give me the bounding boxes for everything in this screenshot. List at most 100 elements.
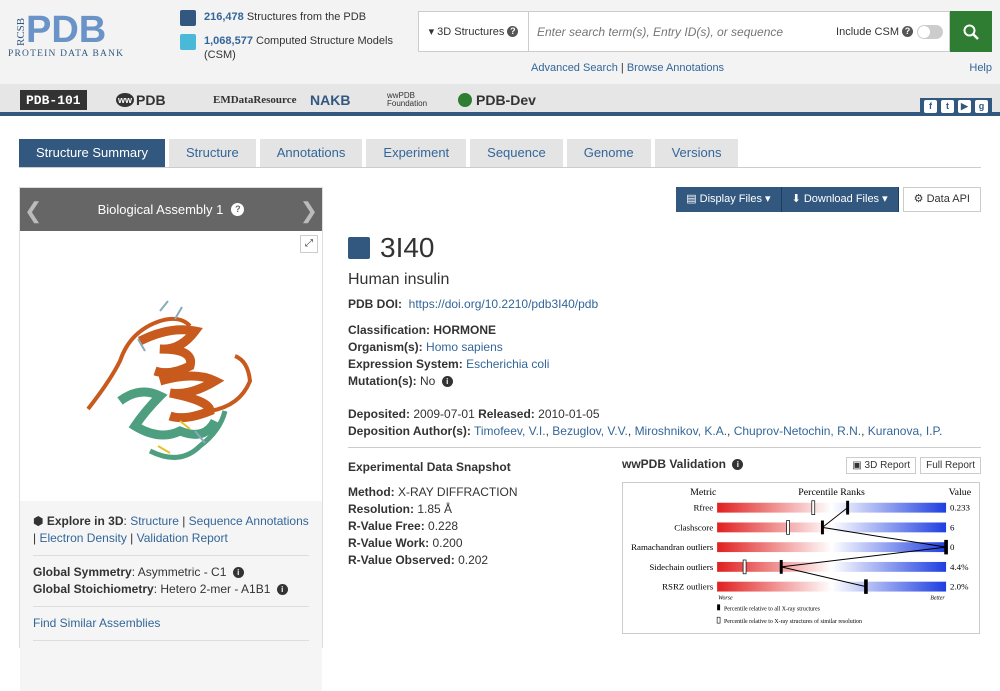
classification-row: Classification: HORMONE — [348, 323, 497, 337]
percentile-bar — [717, 522, 947, 533]
help-icon[interactable]: ? — [507, 26, 519, 37]
partner-pdb-dev[interactable]: PDB-Dev — [458, 90, 536, 110]
display-files-button[interactable]: ▤ Display Files ▾ — [676, 187, 782, 212]
metric-label: Rfree — [693, 503, 713, 513]
expression-system-link[interactable]: Escherichia coli — [466, 357, 550, 371]
download-files-button[interactable]: ⬇ Download Files ▾ — [781, 187, 899, 212]
tab-sequence[interactable]: Sequence — [470, 139, 563, 167]
similar-resolution-marker — [811, 500, 816, 515]
rcsb-pdb-logo[interactable]: RCSB PDB PROTEIN DATA BANK — [8, 8, 168, 58]
method-row: Method: X-RAY DIFFRACTION — [348, 485, 518, 499]
doi-row: PDB DOI: https://doi.org/10.2210/pdb3I40… — [348, 297, 599, 311]
metric-value: 0 — [950, 542, 955, 552]
stat-csm[interactable]: 1,068,577 Computed Structure Models (CSM… — [180, 34, 410, 62]
explore-electron-density-link[interactable]: Electron Density — [39, 531, 127, 545]
computer-icon — [180, 34, 196, 50]
percentile-bar — [717, 581, 947, 592]
info-icon[interactable]: i — [276, 584, 288, 596]
percentile-connector-line — [781, 507, 947, 588]
explore-validation-report-link[interactable]: Validation Report — [136, 531, 228, 545]
metric-label: Ramachandran outliers — [631, 542, 714, 552]
tab-structure-summary[interactable]: Structure Summary — [19, 139, 165, 167]
browse-annotations-link[interactable]: Browse Annotations — [626, 62, 725, 74]
expression-row: Expression System: Escherichia coli — [348, 357, 550, 371]
search-scope-dropdown[interactable]: ▾ 3D Structures? — [419, 12, 529, 51]
resolution-row: Resolution: 1.85 Å — [348, 502, 453, 516]
assembly-panel: ❮ Biological Assembly 1 ? ❯ ⤢ ⬢ Explore … — [19, 187, 323, 691]
youtube-icon[interactable]: ▶ — [958, 100, 971, 113]
partner-pdb101[interactable]: PDB-101 — [20, 90, 87, 110]
tab-annotations[interactable]: Annotations — [259, 139, 363, 167]
expand-icon[interactable]: ⤢ — [300, 235, 318, 253]
search-button[interactable] — [950, 11, 992, 52]
pdb-dev-icon — [458, 93, 472, 107]
mutation-row: Mutation(s): No i — [348, 374, 453, 388]
author-link[interactable]: Timofeev, V.I. — [474, 424, 546, 438]
partner-emdataresource[interactable]: EMDataResource — [213, 94, 297, 106]
tab-structure[interactable]: Structure — [168, 139, 256, 167]
tab-versions[interactable]: Versions — [654, 139, 739, 167]
partner-nakb[interactable]: NAKB — [310, 92, 351, 108]
data-api-button[interactable]: ⚙ Data API — [902, 187, 981, 212]
search-input[interactable] — [529, 12, 837, 51]
organism-link[interactable]: Homo sapiens — [426, 340, 503, 354]
3d-report-button[interactable]: ▣ 3D Report — [846, 457, 917, 474]
legend-similar-marker — [716, 616, 721, 624]
percentile-bar — [717, 502, 947, 513]
facebook-icon[interactable]: f — [924, 100, 937, 113]
partner-wwpdb-foundation[interactable]: wwPDB Foundation — [387, 91, 428, 108]
metric-value: 4.4% — [950, 562, 969, 572]
twitter-icon[interactable]: t — [941, 100, 954, 113]
author-link[interactable]: Miroshnikov, K.A. — [634, 424, 728, 438]
svg-text:RCSB: RCSB — [15, 18, 27, 46]
assembly-header: ❮ Biological Assembly 1 ? ❯ — [20, 188, 322, 231]
info-icon[interactable]: i — [732, 459, 744, 471]
all-structures-marker — [846, 500, 850, 515]
help-icon[interactable]: ? — [902, 26, 913, 37]
tab-experiment[interactable]: Experiment — [366, 139, 467, 167]
advanced-search-link[interactable]: Advanced Search — [531, 62, 618, 74]
tab-divider — [19, 167, 981, 168]
include-csm-toggle[interactable]: Include CSM? — [836, 24, 949, 39]
help-link[interactable]: Help — [969, 62, 992, 74]
full-report-button[interactable]: Full Report — [920, 457, 981, 474]
metric-label: Clashscore — [674, 522, 713, 532]
help-icon[interactable]: ? — [231, 203, 245, 216]
explore-sequence-annotations-link[interactable]: Sequence Annotations — [188, 514, 309, 528]
rfree-row: R-Value Free: 0.228 — [348, 519, 459, 533]
author-link[interactable]: Bezuglov, V.V. — [552, 424, 628, 438]
worse-label: Worse — [718, 595, 733, 601]
chevron-right-icon[interactable]: ❯ — [299, 198, 318, 223]
partner-wwpdb[interactable]: ww PDB — [116, 92, 166, 108]
classification-link[interactable]: HORMONE — [433, 323, 497, 337]
author-link[interactable]: Kuranova, I.P. — [867, 424, 943, 438]
percentile-bar — [717, 561, 947, 572]
doi-link[interactable]: https://doi.org/10.2210/pdb3I40/pdb — [408, 297, 599, 311]
molecule-viewer[interactable]: ⤢ — [20, 231, 322, 501]
explore-structure-link[interactable]: Structure — [130, 514, 179, 528]
col-ranks-header: Percentile Ranks — [798, 487, 865, 498]
insulin-structure-image — [86, 300, 253, 460]
social-links: f t ▶ g — [920, 98, 992, 116]
find-similar-assemblies-link[interactable]: Find Similar Assemblies — [33, 616, 161, 630]
github-icon[interactable]: g — [975, 100, 988, 113]
all-structures-marker — [864, 579, 868, 594]
col-metric-header: Metric — [690, 487, 717, 498]
toggle-switch[interactable] — [917, 24, 943, 39]
entry-id-row: 3I40 — [348, 232, 435, 264]
info-icon[interactable]: i — [441, 376, 453, 388]
stat-pdb[interactable]: 216,478 Structures from the PDB — [180, 10, 410, 26]
header: RCSB PDB PROTEIN DATA BANK 216,478 Struc… — [0, 0, 1000, 84]
author-link[interactable]: Chuprov-Netochin, R.N. — [733, 424, 862, 438]
tab-genome[interactable]: Genome — [566, 139, 651, 167]
similar-resolution-marker — [742, 559, 747, 575]
assembly-title: Biological Assembly 1 — [97, 202, 224, 217]
validation-slider-chart[interactable]: Metric Percentile Ranks Value Rfree 0.233… — [622, 482, 980, 634]
chevron-left-icon[interactable]: ❮ — [24, 198, 43, 223]
experimental-snapshot: Experimental Data Snapshot Method: X-RAY… — [348, 459, 518, 569]
better-label: Better — [930, 595, 945, 601]
divider — [348, 447, 981, 448]
file-buttons: ▤ Display Files ▾ ⬇ Download Files ▾ ⚙ D… — [676, 187, 981, 212]
info-icon[interactable]: i — [232, 567, 244, 579]
cube-icon: ⬢ — [33, 514, 44, 528]
